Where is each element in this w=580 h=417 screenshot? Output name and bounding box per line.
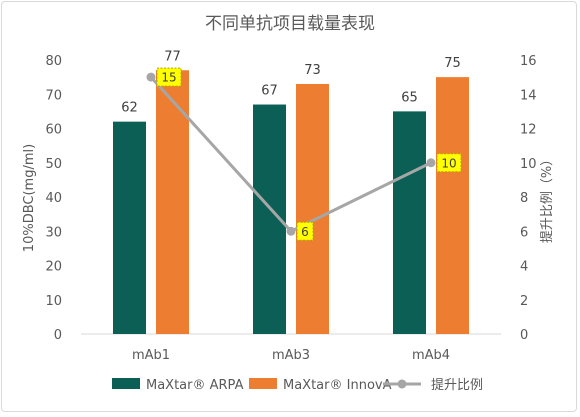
bar-data-labels: 62 77 67 73 65 75 (121, 49, 461, 115)
bar-value-label: 65 (401, 90, 418, 105)
y-tick-label: 70 (45, 88, 62, 103)
ratio-label-box (156, 67, 182, 87)
ratio-value-label: 15 (161, 71, 176, 85)
y-tick-label: 30 (45, 225, 62, 240)
ratio-line (149, 76, 432, 233)
bar-arpa-mAb1 (113, 121, 146, 335)
y2-tick-label: 16 (520, 54, 537, 69)
y-tick-label: 80 (45, 54, 62, 69)
bar-value-label: 73 (304, 63, 321, 78)
y2-tick-label: 10 (520, 157, 537, 172)
ratio-label-box (436, 153, 462, 173)
bars (113, 70, 469, 335)
y2-axis-title: 提升比例（%） (539, 153, 555, 243)
category-label: mAb3 (272, 348, 310, 363)
ratio-value-label: 6 (301, 225, 309, 239)
ratio-point (286, 226, 296, 236)
ratio-label-box (296, 221, 314, 241)
legend: MaXtar® ARPA MaXtar® InnovA 提升比例 (112, 377, 483, 393)
legend-label: MaXtar® InnovA (283, 378, 392, 393)
category-labels: mAb1 mAb3 mAb4 (132, 348, 450, 363)
bar-innova-mAb4 (436, 77, 469, 334)
chart-frame: 不同单抗项目载量表现 0 10 20 30 40 50 60 70 80 0 2 4 6 8 10 12 14… (1, 1, 577, 412)
bar-arpa-mAb4 (393, 111, 426, 334)
chart-title: 不同单抗项目载量表现 (205, 14, 375, 34)
bar-value-label: 62 (121, 101, 138, 116)
y-tick-label: 60 (45, 123, 62, 138)
right-axis-ticks: 0 2 4 6 8 10 12 14 16 (520, 54, 537, 343)
chart: 不同单抗项目载量表现 0 10 20 30 40 50 60 70 80 0 2 4 6 8 10 12 14… (22, 14, 555, 393)
y2-tick-label: 0 (520, 328, 528, 343)
y2-tick-label: 2 (520, 294, 528, 309)
ratio-value-label: 10 (441, 156, 456, 170)
y-axis-title: 10%DBC(mg/ml) (22, 144, 37, 252)
legend-label: MaXtar® ARPA (146, 378, 244, 393)
bar-value-label: 75 (444, 56, 461, 71)
y-tick-label: 20 (45, 260, 62, 275)
y2-tick-label: 6 (520, 225, 528, 240)
ratio-point (146, 72, 156, 82)
category-label: mAb4 (412, 348, 450, 363)
legend-swatch (249, 378, 277, 389)
bar-value-label: 67 (261, 84, 278, 99)
category-label: mAb1 (132, 348, 170, 363)
ratio-line-series: 15 6 10 (146, 67, 462, 241)
ratio-point (426, 158, 436, 168)
y2-tick-label: 8 (520, 191, 528, 206)
y-tick-label: 50 (45, 157, 62, 172)
y-tick-label: 10 (45, 294, 62, 309)
bar-value-label: 77 (164, 49, 181, 64)
legend-marker (397, 379, 407, 389)
y2-tick-label: 4 (520, 260, 528, 275)
left-axis-ticks: 0 10 20 30 40 50 60 70 80 (45, 54, 62, 343)
y2-tick-label: 14 (520, 88, 537, 103)
legend-label: 提升比例 (431, 377, 483, 393)
y-tick-label: 0 (54, 328, 62, 343)
bar-innova-mAb3 (296, 83, 329, 334)
y-tick-label: 40 (45, 191, 62, 206)
y2-tick-label: 12 (520, 123, 537, 138)
bar-innova-mAb1 (156, 70, 189, 335)
legend-swatch (112, 378, 140, 389)
